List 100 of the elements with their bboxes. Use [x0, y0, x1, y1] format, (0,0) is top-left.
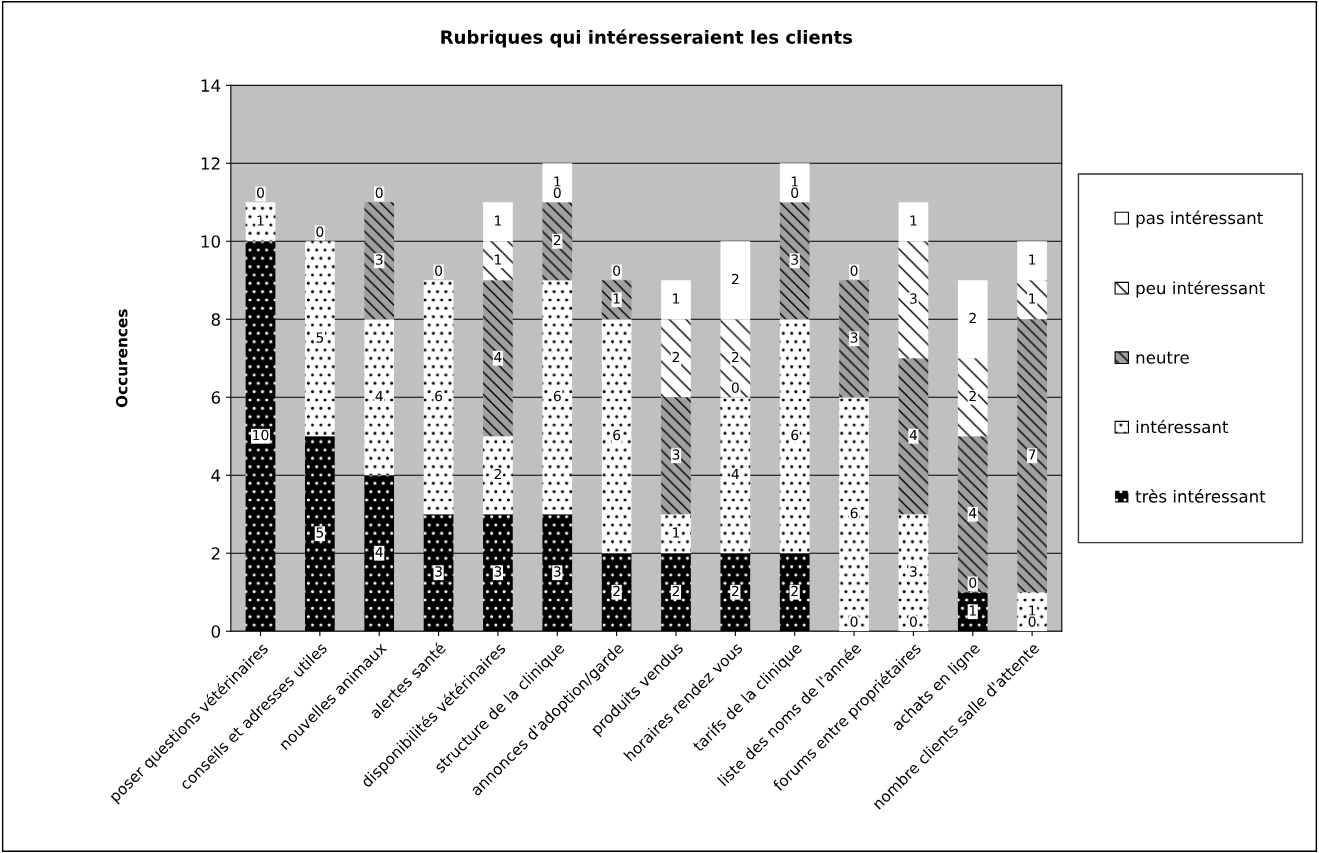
bar [779, 553, 810, 632]
data-label: 1 [495, 254, 502, 265]
annotation: 0 [969, 577, 977, 588]
y-tick-label: 0 [211, 625, 220, 638]
data-label: 6 [553, 390, 561, 402]
data-label: 1 [613, 293, 620, 304]
bar [245, 241, 276, 632]
bar [542, 514, 573, 632]
bar [483, 436, 513, 515]
bar [305, 436, 335, 632]
data-label: 1 [257, 215, 264, 226]
data-label: 4 [375, 546, 383, 558]
bar [720, 397, 751, 554]
data-label: 3 [375, 254, 383, 265]
bar [898, 241, 929, 359]
annotation: 0 [613, 265, 621, 276]
data-label: 6 [791, 429, 799, 441]
bar [898, 514, 929, 632]
y-tick-label: 6 [211, 391, 221, 404]
bar [423, 514, 454, 632]
annotation: 0 [375, 187, 383, 198]
data-label: 2 [494, 468, 501, 480]
data-label: 4 [909, 429, 918, 441]
chart-title: Rubriques qui intéresseraient les clients [441, 29, 853, 48]
y-tick-label: 14 [201, 79, 221, 92]
data-label: 1 [791, 176, 798, 187]
data-label: 4 [731, 468, 739, 480]
bar [779, 319, 810, 554]
data-label: 1 [673, 527, 680, 538]
data-label: 3 [910, 566, 917, 577]
bar [839, 397, 869, 632]
bar [1017, 319, 1047, 593]
data-label: 2 [731, 351, 739, 363]
bar [957, 436, 988, 593]
data-label: 4 [969, 507, 977, 519]
y-tick-label: 2 [211, 547, 220, 560]
data-label: 1 [1029, 605, 1036, 616]
data-label: 4 [494, 351, 502, 363]
bar [364, 319, 395, 476]
bar [957, 358, 988, 437]
data-label: 1 [910, 215, 917, 226]
data-label: 2 [672, 585, 680, 597]
data-label: 3 [910, 293, 917, 304]
data-label: 2 [731, 585, 739, 597]
data-label: 7 [1028, 449, 1036, 460]
data-label: 5 [316, 527, 324, 538]
bar [423, 280, 454, 515]
bar [839, 280, 869, 398]
bar [483, 280, 513, 437]
data-label: 2 [731, 273, 739, 285]
data-label: 1 [554, 176, 561, 187]
bar [661, 280, 691, 320]
bar [779, 202, 810, 320]
bar [661, 397, 691, 515]
bar [661, 319, 691, 398]
annotation: 0 [850, 616, 858, 627]
data-label: 1 [673, 293, 680, 304]
data-label: 3 [672, 449, 680, 460]
annotation: 0 [1028, 616, 1036, 627]
data-label: 2 [969, 312, 976, 324]
data-label: 1 [969, 605, 976, 616]
legend-label: intéressant [1136, 419, 1229, 434]
data-label: 3 [435, 566, 442, 577]
annotation: 0 [731, 382, 739, 393]
data-label: 2 [613, 585, 620, 597]
bar [898, 358, 929, 515]
bar [542, 202, 573, 281]
data-label: 1 [1029, 293, 1036, 304]
annotation: 0 [850, 265, 858, 276]
data-label: 6 [613, 429, 621, 441]
y-axis-title: Occurences [115, 309, 128, 408]
bar [483, 202, 513, 242]
annotation: 0 [909, 616, 917, 627]
legend-label: pas intéressant [1136, 210, 1263, 228]
y-tick-label: 8 [211, 313, 220, 326]
annotation: 0 [257, 187, 264, 198]
y-tick-label: 4 [211, 469, 221, 482]
data-label: 1 [1029, 254, 1036, 265]
annotation: 0 [553, 187, 561, 198]
bar [601, 319, 632, 554]
bar [305, 241, 335, 437]
data-label: 10 [253, 429, 269, 441]
bar [364, 202, 395, 320]
bar [483, 514, 513, 632]
data-label: 3 [553, 566, 561, 577]
bar [957, 280, 988, 359]
data-label: 3 [850, 332, 858, 343]
y-tick-label: 10 [201, 235, 220, 248]
bar [720, 553, 751, 632]
data-label: 4 [375, 390, 383, 402]
legend-label: neutre [1136, 351, 1189, 364]
data-label: 2 [672, 351, 680, 363]
data-label: 3 [791, 254, 798, 265]
data-label: 6 [850, 507, 858, 519]
data-label: 5 [316, 332, 324, 343]
bar [601, 553, 632, 632]
annotation: 0 [791, 187, 799, 198]
data-label: 2 [791, 585, 798, 597]
bar [542, 280, 573, 515]
data-label: 2 [553, 234, 561, 246]
